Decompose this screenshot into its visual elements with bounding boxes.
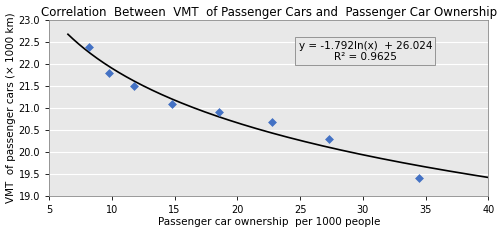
Title: Correlation  Between  VMT  of Passenger Cars and  Passenger Car Ownership: Correlation Between VMT of Passenger Car… — [40, 6, 497, 19]
Point — [168, 102, 176, 106]
Point — [86, 45, 94, 49]
Point — [416, 176, 424, 180]
Point — [268, 120, 276, 124]
Point — [106, 72, 114, 75]
Point — [214, 110, 222, 114]
Y-axis label: VMT  of passenger cars (× 1000 km): VMT of passenger cars (× 1000 km) — [6, 12, 16, 203]
Point — [325, 137, 333, 141]
X-axis label: Passenger car ownership  per 1000 people: Passenger car ownership per 1000 people — [158, 217, 380, 227]
Point — [130, 84, 138, 88]
Text: y = -1.792ln(x)  + 26.024
R² = 0.9625: y = -1.792ln(x) + 26.024 R² = 0.9625 — [298, 41, 432, 62]
